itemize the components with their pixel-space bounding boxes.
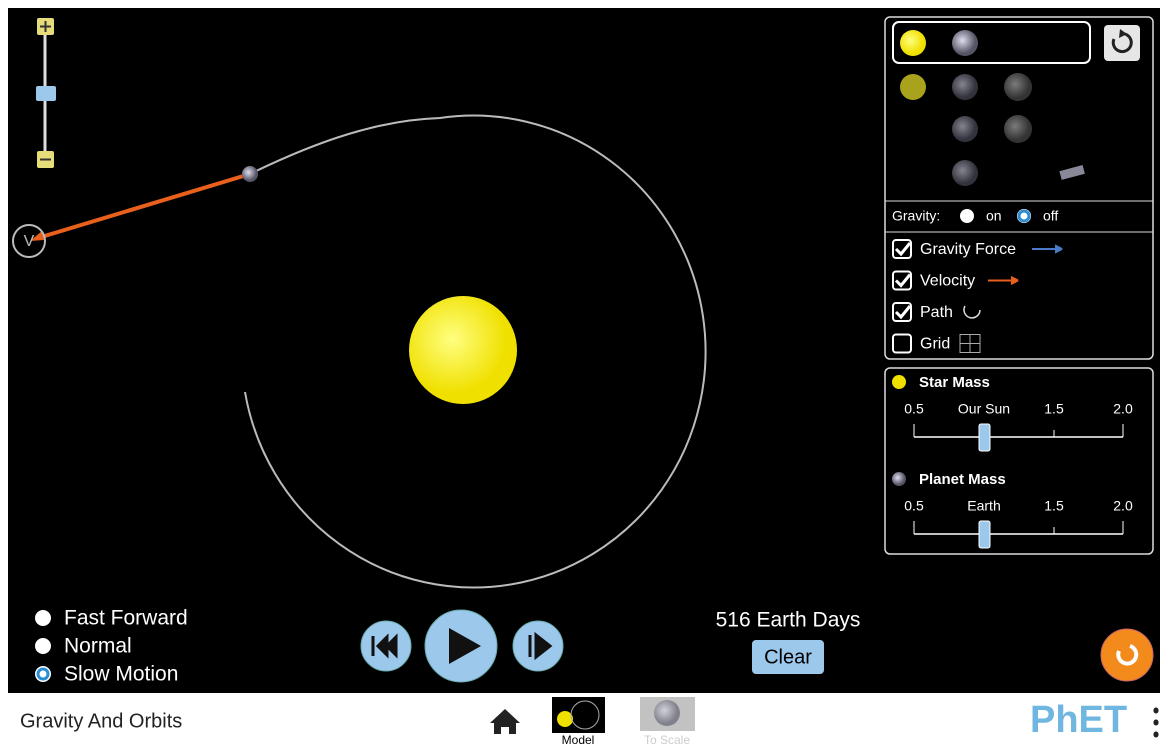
clear-label: Clear — [764, 646, 812, 668]
screen-label: To Scale — [644, 733, 690, 744]
slider-tick-label: 2.0 — [1113, 401, 1133, 417]
checkbox-label: Velocity — [920, 273, 975, 290]
screen-label: Model — [562, 733, 595, 744]
scene-icon — [952, 160, 978, 186]
mass-panel — [885, 368, 1153, 554]
checkbox[interactable] — [893, 272, 911, 290]
speed-label: Slow Motion — [64, 663, 178, 686]
slider-title: Star Mass — [919, 374, 990, 391]
time-readout: 516 Earth Days — [716, 609, 861, 632]
speed-radio[interactable] — [35, 610, 51, 626]
reset-all[interactable] — [1101, 629, 1153, 681]
scene-icon — [952, 116, 978, 142]
speed-radio[interactable] — [35, 638, 51, 654]
home-button[interactable] — [490, 709, 520, 734]
slider-title: Planet Mass — [919, 471, 1006, 488]
planet-icon — [892, 472, 906, 486]
slider-thumb[interactable] — [979, 424, 990, 451]
slider-tick-label: 0.5 — [904, 401, 924, 417]
radio[interactable] — [960, 209, 974, 223]
slider-tick-label: 0.5 — [904, 498, 924, 514]
scene-icon — [900, 74, 926, 100]
reset-scene[interactable] — [1104, 25, 1140, 61]
checkbox-label: Path — [920, 304, 953, 321]
phet-logo[interactable]: PhET — [1030, 699, 1127, 741]
star[interactable] — [409, 296, 517, 404]
scene-icon — [952, 74, 978, 100]
scene-icon — [1004, 115, 1032, 143]
slider-tick-label: Our Sun — [958, 401, 1010, 417]
slider-tick-label: 2.0 — [1113, 498, 1133, 514]
sim-title: Gravity And Orbits — [20, 710, 182, 732]
scene-icon — [1004, 73, 1032, 101]
velocity-marker: V — [24, 233, 35, 250]
speed-label: Fast Forward — [64, 607, 188, 630]
gravity-label: Gravity: — [892, 208, 940, 224]
planet[interactable] — [242, 166, 258, 182]
star-icon — [892, 375, 906, 389]
checkbox[interactable] — [893, 240, 911, 258]
gravity-option: on — [986, 208, 1002, 224]
scene-icon — [952, 30, 978, 56]
slider-tick-label: 1.5 — [1044, 401, 1064, 417]
gravity-option: off — [1043, 208, 1058, 224]
checkbox-label: Grid — [920, 336, 950, 353]
slider-tick-label: Earth — [967, 498, 1000, 514]
speed-label: Normal — [64, 635, 132, 658]
slider-thumb[interactable] — [979, 521, 990, 548]
zoom-thumb[interactable] — [36, 86, 56, 101]
checkbox[interactable] — [893, 303, 911, 321]
checkbox-label: Gravity Force — [920, 241, 1016, 258]
scene-icon — [900, 30, 926, 56]
slider-tick-label: 1.5 — [1044, 498, 1064, 514]
checkbox[interactable] — [893, 335, 911, 353]
screen: V Gravity: on off Gravity Force Velocity P… — [0, 0, 1167, 744]
to-scale-icon — [654, 700, 680, 726]
